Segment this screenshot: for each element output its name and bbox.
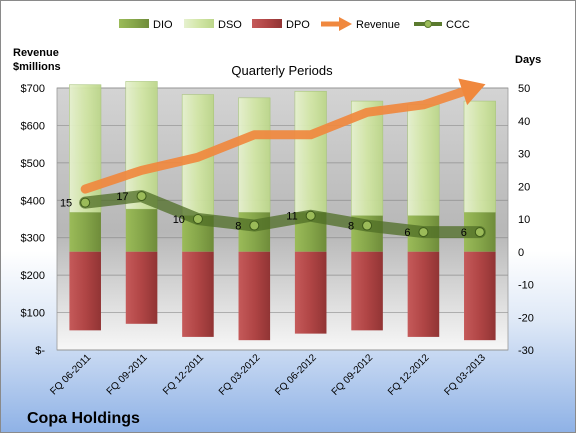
ccc-point bbox=[136, 191, 147, 202]
bar-dio bbox=[69, 212, 101, 252]
right-tick-label: 30 bbox=[518, 149, 530, 161]
legend-revenue-swatch bbox=[321, 17, 352, 31]
left-tick-label: $200 bbox=[21, 270, 45, 282]
revenue-line bbox=[80, 87, 468, 194]
ccc-point bbox=[474, 227, 485, 238]
legend-dio-swatch bbox=[119, 19, 149, 28]
x-tick-label: FQ 06-2011 bbox=[48, 352, 93, 397]
legend-dpo-swatch bbox=[252, 19, 282, 28]
bar-dso bbox=[294, 90, 327, 213]
x-tick-label: FQ 12-2012 bbox=[386, 352, 432, 398]
ccc-point bbox=[80, 197, 91, 208]
left-tick-label: $400 bbox=[21, 195, 45, 207]
x-tick-label: FQ 09-2011 bbox=[105, 352, 150, 397]
left-tick-label: $700 bbox=[21, 83, 45, 95]
legend-dso-label: DSO bbox=[218, 19, 242, 31]
legend-dso-swatch bbox=[184, 19, 214, 28]
x-axis: FQ 06-2011 FQ 09-2011 FQ 12-2011 FQ 03-2012… bbox=[48, 352, 488, 398]
right-axis-title: Days bbox=[515, 54, 541, 66]
bar-dso bbox=[407, 104, 440, 217]
right-tick-label: 50 bbox=[518, 83, 530, 95]
x-tick-label: FQ 12-2011 bbox=[161, 352, 206, 397]
bar-dpo bbox=[351, 251, 383, 331]
ccc-data-label: 10 bbox=[173, 214, 185, 226]
ccc-data-label: 8 bbox=[235, 221, 241, 233]
ccc-point bbox=[362, 220, 373, 231]
ccc-data-label: 11 bbox=[286, 211, 297, 223]
right-tick-label: -20 bbox=[518, 312, 534, 324]
bars-group bbox=[69, 81, 496, 341]
right-tick-label: -10 bbox=[518, 280, 534, 292]
left-axis-title-line1: Revenue bbox=[13, 47, 59, 59]
bar-dpo bbox=[69, 251, 101, 331]
chart-title: Quarterly Periods bbox=[231, 63, 333, 78]
right-axis: -30 -20 -10 0 10 20 30 40 50 bbox=[518, 83, 534, 357]
ccc-series: 15 17 10 8 11 8 6 6 bbox=[60, 190, 486, 239]
legend-revenue-label: Revenue bbox=[356, 19, 400, 31]
left-tick-label: $300 bbox=[21, 233, 45, 245]
left-tick-label: $500 bbox=[21, 158, 45, 170]
ccc-line bbox=[79, 190, 486, 239]
legend-dio-label: DIO bbox=[153, 19, 173, 31]
legend-dpo-label: DPO bbox=[286, 19, 310, 31]
left-tick-label: $100 bbox=[21, 308, 45, 320]
ccc-data-label: 6 bbox=[461, 227, 467, 239]
revenue-series bbox=[80, 78, 486, 194]
ccc-data-label: 6 bbox=[404, 227, 410, 239]
bar-dio bbox=[125, 209, 158, 252]
bar-dpo bbox=[125, 251, 158, 324]
legend: DIO DSO DPO Revenue CCC bbox=[119, 17, 470, 31]
left-axis: $- $100 $200 $300 $400 $500 $600 $700 bbox=[21, 83, 46, 357]
right-tick-label: -30 bbox=[518, 345, 534, 357]
legend-ccc-label: CCC bbox=[446, 19, 470, 31]
right-tick-label: 20 bbox=[518, 181, 530, 193]
bar-dpo bbox=[182, 251, 214, 337]
left-tick-label: $- bbox=[35, 345, 45, 357]
ccc-data-label: 17 bbox=[116, 191, 128, 203]
ccc-data-label: 15 bbox=[60, 198, 72, 210]
bar-dso bbox=[463, 100, 496, 213]
right-tick-label: 40 bbox=[518, 116, 530, 128]
bar-dpo bbox=[238, 251, 271, 341]
company-name: Copa Holdings bbox=[27, 410, 140, 427]
bar-dpo bbox=[464, 251, 496, 341]
x-tick-label: FQ 03-2013 bbox=[442, 352, 488, 398]
x-tick-label: FQ 06-2012 bbox=[273, 352, 319, 398]
ccc-point bbox=[249, 220, 260, 231]
bar-dso bbox=[125, 81, 158, 210]
bar-dso bbox=[238, 97, 271, 213]
right-tick-label: 10 bbox=[518, 214, 530, 226]
left-tick-label: $600 bbox=[21, 120, 45, 132]
bar-dpo bbox=[407, 251, 440, 337]
left-axis-title-line2: $millions bbox=[13, 61, 61, 73]
ccc-point bbox=[418, 227, 429, 238]
ccc-point bbox=[192, 214, 203, 224]
ccc-data-label: 8 bbox=[348, 221, 354, 233]
right-tick-label: 0 bbox=[518, 247, 524, 259]
revenue-arrowhead bbox=[458, 78, 486, 106]
legend-ccc-swatch bbox=[414, 20, 442, 28]
bar-dpo bbox=[294, 251, 327, 334]
ccc-point bbox=[305, 210, 316, 221]
x-tick-label: FQ 03-2012 bbox=[217, 352, 263, 398]
x-tick-label: FQ 09-2012 bbox=[330, 352, 376, 398]
